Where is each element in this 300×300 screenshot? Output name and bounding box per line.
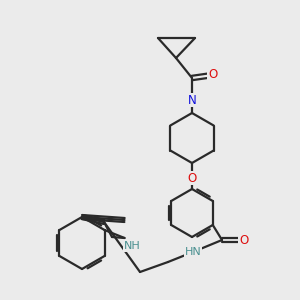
Text: N: N: [188, 94, 196, 106]
Text: O: O: [188, 172, 196, 184]
Text: O: O: [239, 233, 249, 247]
Text: NH: NH: [124, 241, 141, 251]
Text: O: O: [208, 68, 217, 82]
Text: HN: HN: [184, 247, 201, 257]
